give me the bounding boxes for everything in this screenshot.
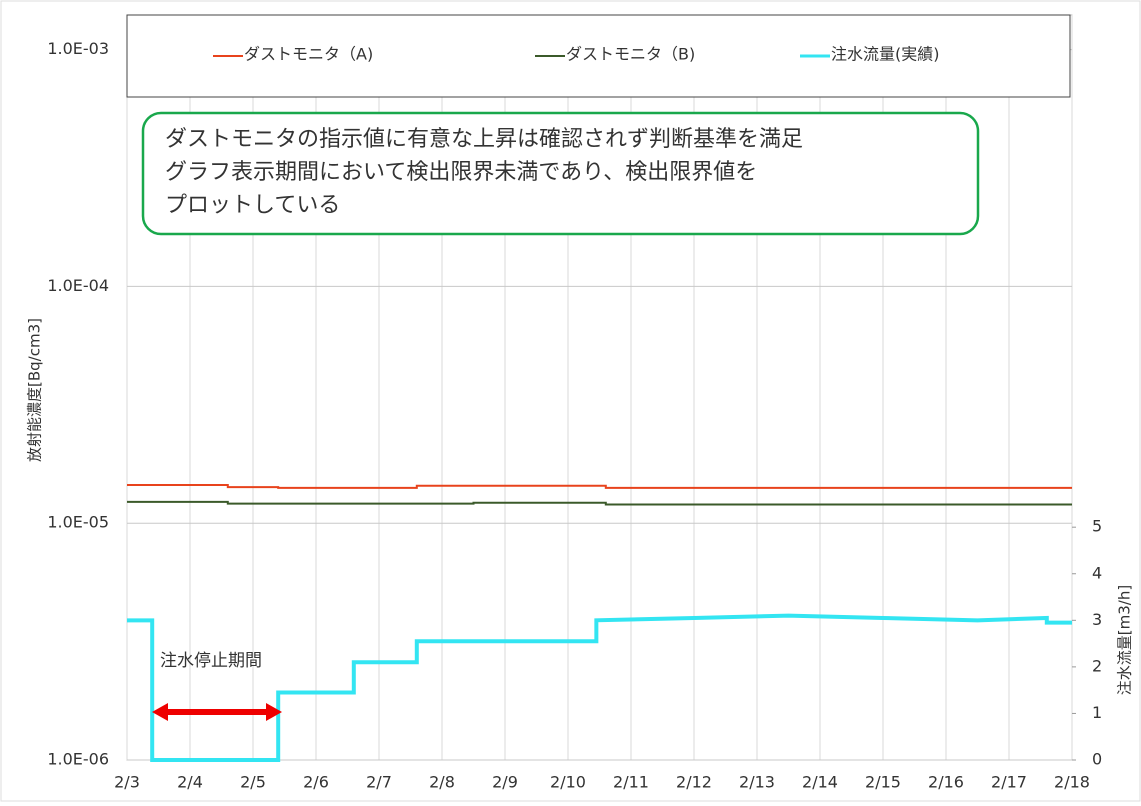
y-tick-label: 1.0E-06	[47, 750, 109, 769]
legend-label: ダストモニタ（B)	[566, 45, 695, 64]
x-tick-label: 2/5	[240, 773, 266, 792]
note-box	[141, 111, 980, 236]
x-tick-label: 2/15	[865, 773, 901, 792]
x-tick-label: 2/10	[550, 773, 586, 792]
x-tick-label: 2/18	[1054, 773, 1090, 792]
y-tick-label: 1.0E-05	[47, 513, 109, 532]
y2-tick-label: 4	[1092, 563, 1102, 582]
series-line	[127, 613, 1072, 762]
x-tick-label: 2/7	[366, 773, 392, 792]
y-tick-label: 1.0E-04	[47, 276, 109, 295]
y2-tick-label: 1	[1092, 703, 1102, 722]
legend-label: 注水流量(実績)	[831, 45, 940, 64]
x-tick-label: 2/16	[928, 773, 964, 792]
x-tick-label: 2/17	[991, 773, 1027, 792]
y-axis-title: 放射能濃度[Bq/cm3]	[26, 318, 44, 462]
y2-tick-label: 5	[1092, 517, 1102, 536]
y2-tick-label: 2	[1092, 656, 1102, 675]
y2-tick-label: 0	[1092, 750, 1102, 769]
x-tick-label: 2/3	[114, 773, 140, 792]
stop-arrow	[152, 703, 282, 721]
note-line: グラフ表示期間において検出限界未満であり、検出限界値を	[165, 160, 757, 185]
x-tick-label: 2/9	[492, 773, 518, 792]
x-tick-label: 2/8	[429, 773, 455, 792]
y-tick-label: 1.0E-03	[47, 39, 109, 58]
x-tick-label: 2/4	[177, 773, 203, 792]
note-line: ダストモニタの指示値に有意な上昇は確認されず判断基準を満足	[165, 127, 803, 152]
series-line	[127, 500, 1072, 506]
x-tick-label: 2/11	[613, 773, 649, 792]
stop-label: 注水停止期間	[160, 651, 262, 671]
note-line: プロットしている	[165, 193, 340, 218]
x-tick-label: 2/12	[676, 773, 712, 792]
x-tick-label: 2/13	[739, 773, 775, 792]
series-line	[127, 483, 1072, 489]
legend-box	[126, 14, 1071, 98]
y2-tick-label: 3	[1092, 610, 1102, 629]
x-tick-label: 2/6	[303, 773, 329, 792]
x-tick-label: 2/14	[802, 773, 838, 792]
y2-axis-title: 注水流量[m3/h]	[1116, 585, 1134, 695]
legend-label: ダストモニタ（A)	[244, 45, 373, 64]
